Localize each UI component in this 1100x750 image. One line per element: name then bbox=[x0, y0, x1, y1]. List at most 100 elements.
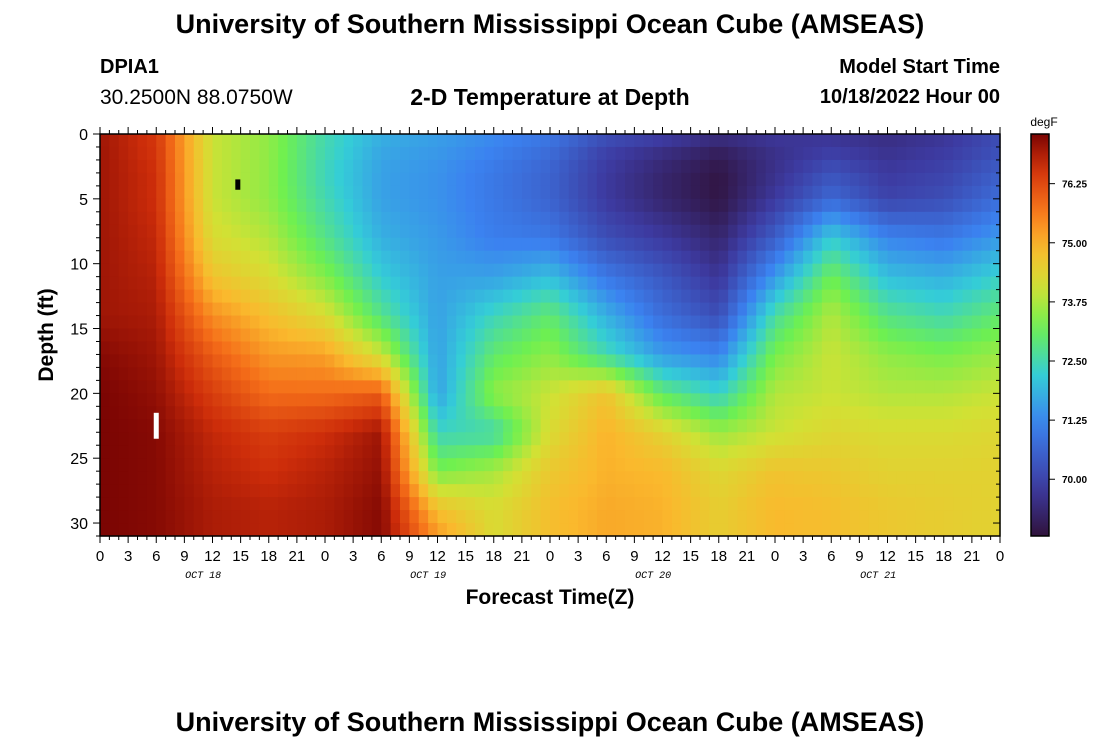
heatmap-cell bbox=[859, 419, 870, 433]
heatmap-cell bbox=[953, 289, 964, 304]
heatmap-cell bbox=[615, 393, 626, 407]
heatmap-cell bbox=[156, 276, 167, 291]
heatmap-cell bbox=[821, 211, 832, 226]
heatmap-cell bbox=[737, 367, 748, 381]
heatmap-cell bbox=[418, 315, 429, 330]
heatmap-cell bbox=[512, 341, 523, 356]
heatmap-cell bbox=[503, 471, 514, 485]
heatmap-cell bbox=[156, 484, 167, 498]
heatmap-cell bbox=[325, 263, 335, 278]
heatmap-cell bbox=[568, 406, 579, 420]
heatmap-cell bbox=[503, 289, 514, 304]
heatmap-cell bbox=[718, 510, 729, 524]
heatmap-cell bbox=[250, 185, 260, 200]
heatmap-cell bbox=[306, 134, 317, 148]
heatmap-cell bbox=[446, 419, 457, 433]
heatmap-cell bbox=[559, 458, 570, 472]
heatmap-cell bbox=[503, 198, 514, 213]
heatmap-cell bbox=[784, 445, 795, 459]
heatmap-cell bbox=[400, 134, 410, 148]
heatmap-cell bbox=[268, 224, 279, 239]
heatmap-cell bbox=[690, 276, 701, 291]
heatmap-cell bbox=[756, 406, 767, 420]
heatmap-cell bbox=[840, 432, 851, 446]
heatmap-cell bbox=[521, 510, 532, 524]
heatmap-cell bbox=[896, 146, 907, 161]
heatmap-cell bbox=[793, 419, 804, 433]
x-tick-label: 12 bbox=[654, 548, 671, 565]
heatmap-cell bbox=[184, 484, 195, 498]
heatmap-cell bbox=[465, 445, 476, 459]
heatmap-cell bbox=[653, 250, 664, 265]
heatmap-cell bbox=[465, 432, 476, 446]
heatmap-cell bbox=[503, 185, 514, 200]
heatmap-cell bbox=[446, 328, 457, 343]
heatmap-cell bbox=[690, 185, 701, 200]
heatmap-cell bbox=[287, 250, 298, 265]
heatmap-cell bbox=[137, 302, 148, 317]
heatmap-cell bbox=[662, 289, 673, 304]
heatmap-cell bbox=[850, 471, 860, 485]
heatmap-cell bbox=[821, 406, 832, 420]
heatmap-cell bbox=[334, 250, 345, 265]
heatmap-cell bbox=[596, 367, 607, 381]
heatmap-cell bbox=[400, 159, 410, 174]
heatmap-cell bbox=[465, 198, 476, 213]
heatmap-cell bbox=[175, 134, 185, 148]
heatmap-cell bbox=[793, 523, 804, 537]
heatmap-cell bbox=[934, 237, 945, 252]
heatmap-cell bbox=[887, 159, 898, 174]
heatmap-cell bbox=[437, 458, 448, 472]
heatmap-cell bbox=[315, 302, 326, 317]
heatmap-cell bbox=[306, 315, 317, 330]
heatmap-cell bbox=[793, 185, 804, 200]
heatmap-cell bbox=[728, 276, 739, 291]
heatmap-cell bbox=[400, 146, 410, 161]
heatmap-cell bbox=[953, 185, 964, 200]
heatmap-cell bbox=[765, 185, 776, 200]
heatmap-cell bbox=[278, 367, 289, 381]
heatmap-cell bbox=[334, 302, 345, 317]
heatmap-cell bbox=[671, 237, 682, 252]
heatmap-cell bbox=[615, 380, 626, 394]
heatmap-cell bbox=[634, 458, 645, 472]
heatmap-cell bbox=[353, 263, 364, 278]
heatmap-cell bbox=[259, 289, 270, 304]
heatmap-cell bbox=[596, 419, 607, 433]
y-tick-label: 30 bbox=[70, 516, 88, 533]
heatmap-cell bbox=[990, 523, 1001, 537]
heatmap-cell bbox=[681, 276, 692, 291]
heatmap-cell bbox=[681, 367, 692, 381]
heatmap-cell bbox=[887, 302, 898, 317]
heatmap-cell bbox=[578, 146, 589, 161]
heatmap-cell bbox=[437, 445, 448, 459]
heatmap-cell bbox=[606, 172, 617, 187]
heatmap-cell bbox=[934, 302, 945, 317]
heatmap-cell bbox=[193, 237, 204, 252]
heatmap-cell bbox=[146, 341, 157, 356]
heatmap-cell bbox=[503, 367, 514, 381]
heatmap-cell bbox=[446, 484, 457, 498]
heatmap-cell bbox=[193, 250, 204, 265]
heatmap-cell bbox=[953, 458, 964, 472]
heatmap-cell bbox=[146, 523, 157, 537]
heatmap-cell bbox=[493, 289, 504, 304]
heatmap-cell bbox=[475, 302, 485, 317]
heatmap-cell bbox=[868, 471, 879, 485]
heatmap-cell bbox=[690, 134, 701, 148]
heatmap-cell bbox=[296, 198, 307, 213]
heatmap-cell bbox=[831, 497, 842, 511]
heatmap-cell bbox=[728, 328, 739, 343]
heatmap-cell bbox=[850, 237, 860, 252]
heatmap-cell bbox=[203, 134, 214, 148]
heatmap-cells bbox=[100, 134, 1001, 537]
heatmap-cell bbox=[409, 354, 420, 369]
heatmap-cell bbox=[278, 159, 289, 174]
heatmap-cell bbox=[475, 224, 485, 239]
heatmap-cell bbox=[296, 315, 307, 330]
heatmap-cell bbox=[296, 406, 307, 420]
heatmap-cell bbox=[400, 497, 410, 511]
heatmap-cell bbox=[278, 510, 289, 524]
heatmap-cell bbox=[390, 159, 401, 174]
heatmap-cell bbox=[615, 185, 626, 200]
